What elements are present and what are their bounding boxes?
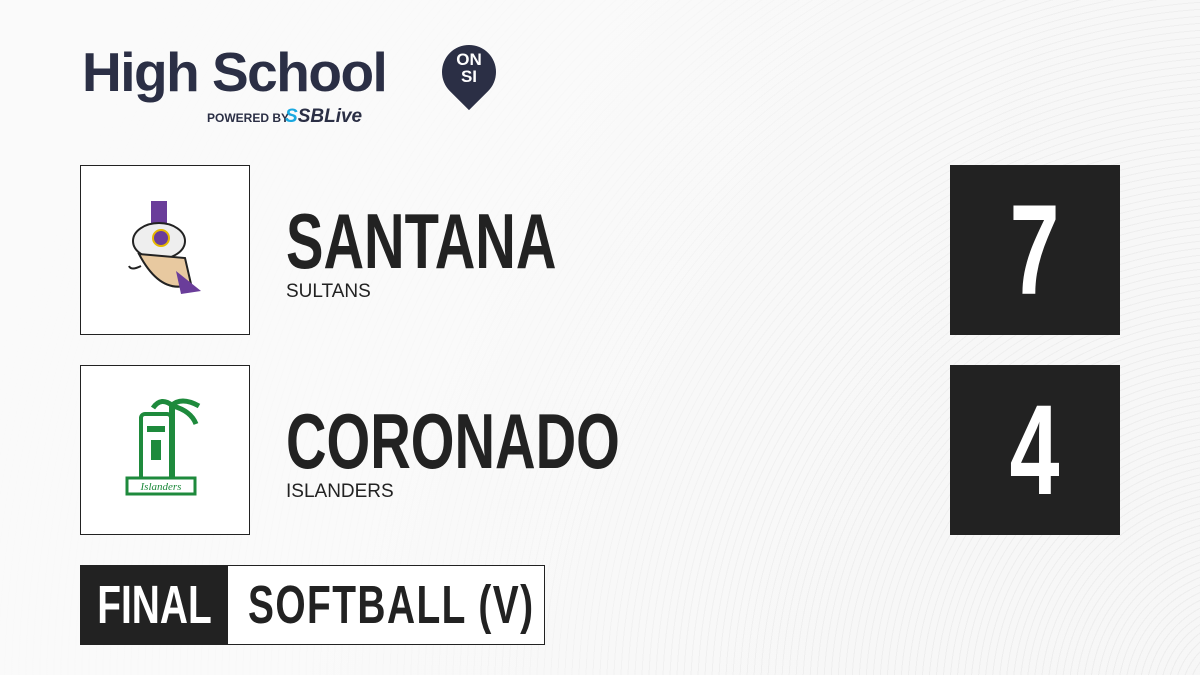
score-away: 4	[950, 365, 1120, 535]
svg-text:Islanders: Islanders	[140, 481, 182, 493]
game-status-bar: FINAL SOFTBALL (V)	[80, 565, 545, 645]
powered-by: POWERED BY	[207, 111, 290, 125]
sport-label: SOFTBALL (V)	[248, 575, 535, 635]
team-mascot-away: ISLANDERS	[286, 481, 394, 502]
team-name-home: SANTANA	[286, 197, 557, 285]
islanders-tiki-icon: Islanders	[125, 398, 201, 496]
team-logo-home	[80, 165, 250, 335]
final-badge: FINAL	[81, 566, 228, 644]
brand-title: High School	[82, 41, 388, 103]
team-logo-away: Islanders	[80, 365, 250, 535]
partner-logo: SSBLive	[285, 106, 363, 127]
score-home: 7	[950, 165, 1120, 335]
team-mascot-home: SULTANS	[286, 281, 371, 302]
sultan-mascot-icon	[128, 201, 201, 294]
brand-badge: ON SI	[456, 50, 482, 86]
team-name-away: CORONADO	[286, 397, 620, 485]
